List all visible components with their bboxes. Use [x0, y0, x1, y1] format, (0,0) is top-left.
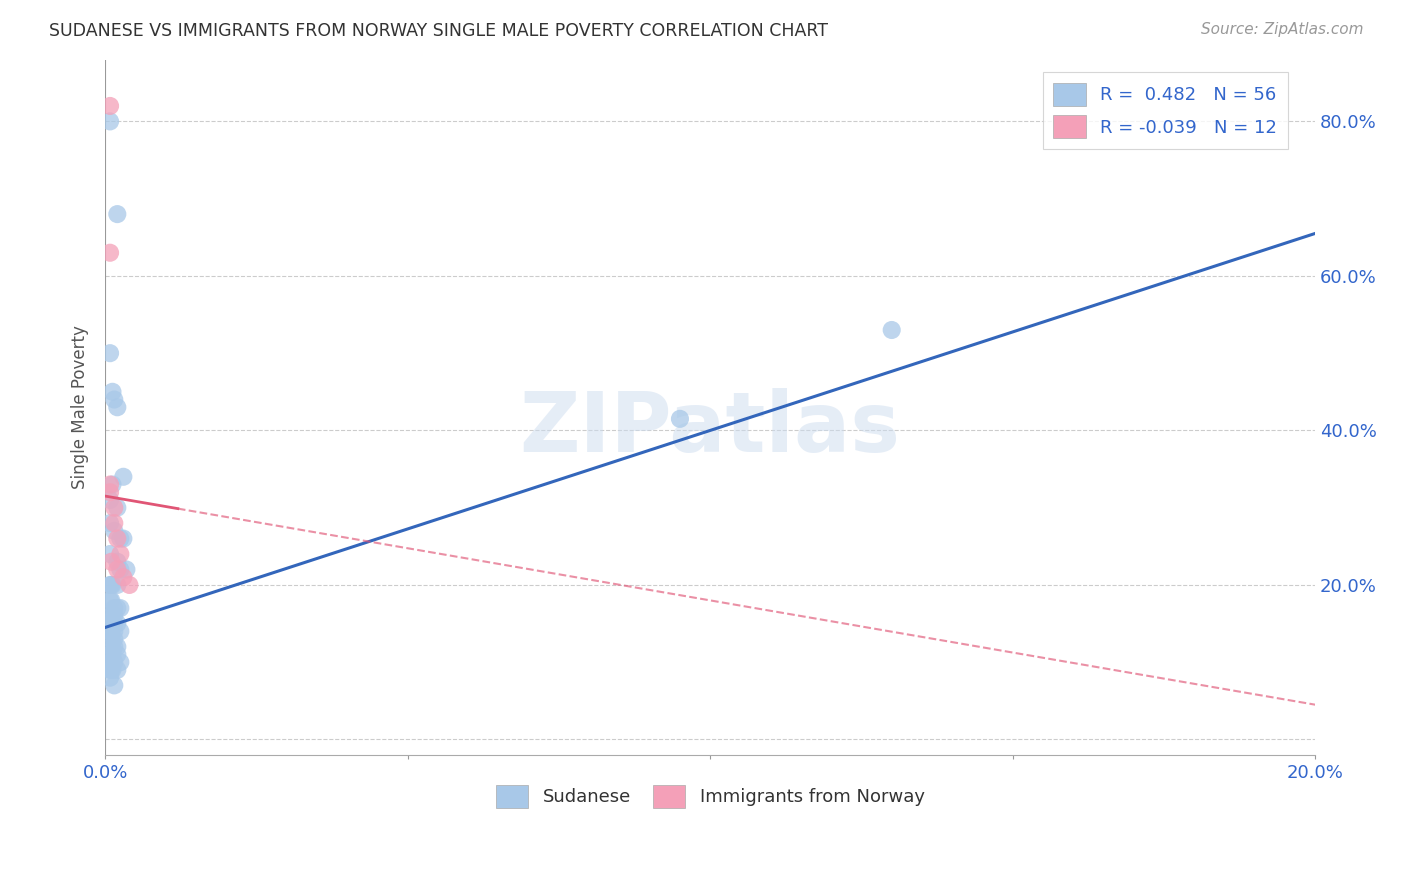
Point [110, 655, 132, 669]
Point [98, 516, 121, 530]
Point [100, 555, 122, 569]
Point [103, 616, 125, 631]
Text: ZIPatlas: ZIPatlas [520, 388, 901, 468]
Point [103, 516, 125, 530]
Point [100, 624, 122, 639]
Point [101, 648, 124, 662]
Point [101, 384, 124, 399]
Point [105, 401, 128, 415]
Point [98, 477, 121, 491]
Point [100, 578, 122, 592]
Point [110, 601, 132, 615]
Point [103, 500, 125, 515]
Point [105, 663, 128, 677]
Point [110, 562, 132, 576]
Point [101, 477, 124, 491]
Point [103, 632, 125, 646]
Text: Source: ZipAtlas.com: Source: ZipAtlas.com [1201, 22, 1364, 37]
Point [105, 648, 128, 662]
Point [105, 207, 128, 221]
Point [100, 663, 122, 677]
Point [105, 500, 128, 515]
Point [98, 578, 121, 592]
Point [112, 470, 135, 484]
Point [98, 492, 121, 507]
Y-axis label: Single Male Poverty: Single Male Poverty [72, 326, 89, 489]
Point [98, 593, 121, 607]
Point [103, 392, 125, 407]
Point [103, 624, 125, 639]
Point [105, 555, 128, 569]
Point [103, 608, 125, 623]
Point [101, 578, 124, 592]
Point [98, 114, 121, 128]
Point [98, 547, 121, 561]
Point [98, 648, 121, 662]
Point [118, 578, 141, 592]
Point [105, 562, 128, 576]
Point [100, 608, 122, 623]
Point [105, 578, 128, 592]
Point [98, 624, 121, 639]
Point [110, 532, 132, 546]
Point [115, 562, 138, 576]
Point [100, 593, 122, 607]
Text: SUDANESE VS IMMIGRANTS FROM NORWAY SINGLE MALE POVERTY CORRELATION CHART: SUDANESE VS IMMIGRANTS FROM NORWAY SINGL… [49, 22, 828, 40]
Point [98, 671, 121, 685]
Point [101, 663, 124, 677]
Point [98, 663, 121, 677]
Point [105, 601, 128, 615]
Point [98, 245, 121, 260]
Point [112, 570, 135, 584]
Point [103, 655, 125, 669]
Point [98, 99, 121, 113]
Point [100, 616, 122, 631]
Point [103, 640, 125, 654]
Point [110, 547, 132, 561]
Point [105, 532, 128, 546]
Point [98, 608, 121, 623]
Point [100, 632, 122, 646]
Point [669, 412, 692, 426]
Point [110, 624, 132, 639]
Point [98, 346, 121, 360]
Point [880, 323, 903, 337]
Point [103, 678, 125, 692]
Point [105, 640, 128, 654]
Point [98, 485, 121, 500]
Point [98, 655, 121, 669]
Point [112, 532, 135, 546]
Point [103, 601, 125, 615]
Point [100, 640, 122, 654]
Point [103, 524, 125, 538]
Legend: Sudanese, Immigrants from Norway: Sudanese, Immigrants from Norway [488, 778, 932, 815]
Point [105, 616, 128, 631]
